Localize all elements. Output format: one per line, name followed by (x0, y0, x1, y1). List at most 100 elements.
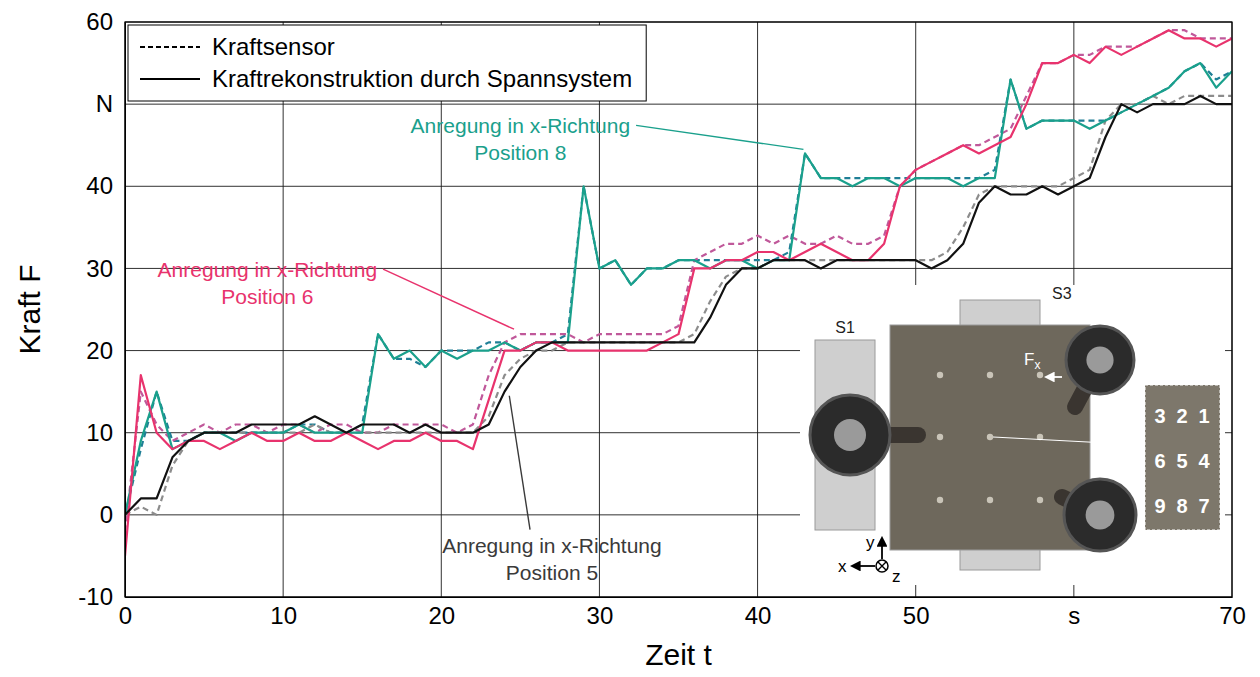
clamp-label: S3 (1052, 285, 1072, 302)
annotation-text: Anregung in x-Richtung (158, 258, 377, 281)
chart-container: 01020304050s70-10010203040N60Zeit tKraft… (0, 0, 1260, 677)
workpiece-hole (1037, 497, 1043, 503)
annotation: Anregung in x-Richtung Position 8 (411, 114, 804, 164)
x-tick: 70 (1219, 597, 1246, 629)
position-label: 1 (1198, 405, 1209, 427)
workpiece-hole (1037, 372, 1043, 378)
position-label: 9 (1154, 495, 1165, 517)
clamp-label: S1 (835, 319, 855, 336)
x-tick-label: s (1068, 602, 1080, 629)
inset-background (800, 285, 1225, 585)
zoom-panel (1145, 385, 1220, 530)
force-symbol: F (1024, 350, 1034, 369)
zoom-connector (993, 437, 1145, 445)
y-tick-label: N (96, 90, 113, 117)
annotation-text: Position 6 (221, 285, 313, 308)
annotation-text: Anregung in x-Richtung (442, 534, 661, 557)
clamp-center (1086, 501, 1115, 530)
x-axis-line (126, 597, 1233, 598)
workpiece-hole (937, 434, 943, 440)
annotation-text: Position 8 (474, 141, 566, 164)
y-tick-label: 30 (86, 255, 113, 282)
x-axis-title: Zeit t (645, 638, 712, 671)
position-label: 4 (1198, 450, 1210, 472)
x-axis: 0 10 20 30 40 50 s 70 (119, 597, 1246, 629)
x-tick: 10 (270, 597, 297, 629)
y-tick: 60 (86, 8, 125, 35)
x-tick: 40 (745, 597, 772, 629)
x-grid-line (599, 22, 600, 597)
grid (125, 22, 1232, 597)
y-tick-label: 0 (100, 501, 113, 528)
series-line (125, 30, 1232, 556)
annotation: Anregung in x-Richtung Position 5 (442, 396, 661, 584)
x-grid-line (283, 22, 284, 597)
axis-z-symbol (876, 560, 888, 572)
annotation: Anregung in x-Richtung Position 6 (158, 258, 514, 330)
legend: KraftsensorKraftrekonstruktion durch Spa… (128, 25, 646, 101)
workpiece-hole (937, 372, 943, 378)
position-label: 6 (1154, 450, 1165, 472)
position-label: 5 (1176, 450, 1187, 472)
x-grid-line (441, 22, 442, 597)
legend-swatch (140, 78, 200, 80)
y-axis-title: Kraft F (13, 264, 46, 354)
chart-svg: 01020304050s70-10010203040N60Zeit tKraft… (0, 0, 1260, 677)
annotations: Anregung in x-RichtungPosition 8Anregung… (158, 114, 804, 584)
x-tick-label: 40 (745, 602, 772, 629)
annotation-text: Anregung in x-Richtung (411, 114, 630, 137)
x-tick: 0 (119, 597, 132, 629)
axis-z-cross (878, 562, 886, 570)
x-tick-label: 70 (1219, 602, 1246, 629)
x-tick: 20 (428, 597, 455, 629)
x-tick-label: 30 (587, 602, 614, 629)
y-grid-line (125, 104, 1232, 105)
y-tick-label: 60 (86, 8, 113, 35)
legend-label: Kraftsensor (212, 33, 335, 60)
workpiece-hole (987, 434, 993, 440)
y-tick-label: 10 (86, 419, 113, 446)
y-tick: N (96, 90, 125, 117)
axis-label: x (838, 557, 847, 576)
x-tick: 30 (587, 597, 614, 629)
legend-swatch (140, 46, 200, 48)
workpiece-hole (937, 497, 943, 503)
workpiece-hole (987, 497, 993, 503)
clamp (1064, 479, 1136, 551)
annotation-leader (636, 125, 803, 149)
clamp (810, 395, 890, 475)
x-grid-line (757, 22, 758, 597)
inset: Fx321654987S1S3xyz (800, 285, 1225, 586)
axis-label: z (892, 567, 901, 586)
y-tick: 20 (86, 337, 125, 364)
annotation-leader (509, 396, 530, 530)
x-tick-label: 50 (903, 602, 930, 629)
force-arrow (1046, 376, 1062, 378)
y-axis-line (125, 23, 126, 598)
y-grid-line (125, 186, 1232, 187)
x-tick: 50 (903, 597, 930, 629)
clamp-center (1086, 346, 1113, 373)
x-tick-label: 0 (119, 602, 132, 629)
position-label: 2 (1176, 405, 1187, 427)
clamp (1066, 326, 1134, 394)
workpiece-hole (987, 372, 993, 378)
legend-box (128, 25, 646, 101)
y-tick: 40 (86, 172, 125, 199)
force-label: Fx (1024, 350, 1040, 372)
y-tick-label: 40 (86, 172, 113, 199)
y-tick: -10 (78, 583, 125, 610)
plot-area (125, 30, 1232, 556)
position-label: 3 (1154, 405, 1165, 427)
annotation-leader (383, 269, 514, 329)
force-index: x (1034, 358, 1040, 372)
axis-arrow (852, 565, 875, 567)
position-label: 7 (1198, 495, 1209, 517)
y-tick: 30 (86, 255, 125, 282)
x-tick-label: 20 (428, 602, 455, 629)
x-tick-label: 10 (270, 602, 297, 629)
y-tick: 10 (86, 419, 125, 446)
y-axis: -10 0 10 20 30 40 N 60 (78, 8, 125, 610)
annotation-text: Position 5 (506, 561, 598, 584)
position-label: 8 (1176, 495, 1187, 517)
